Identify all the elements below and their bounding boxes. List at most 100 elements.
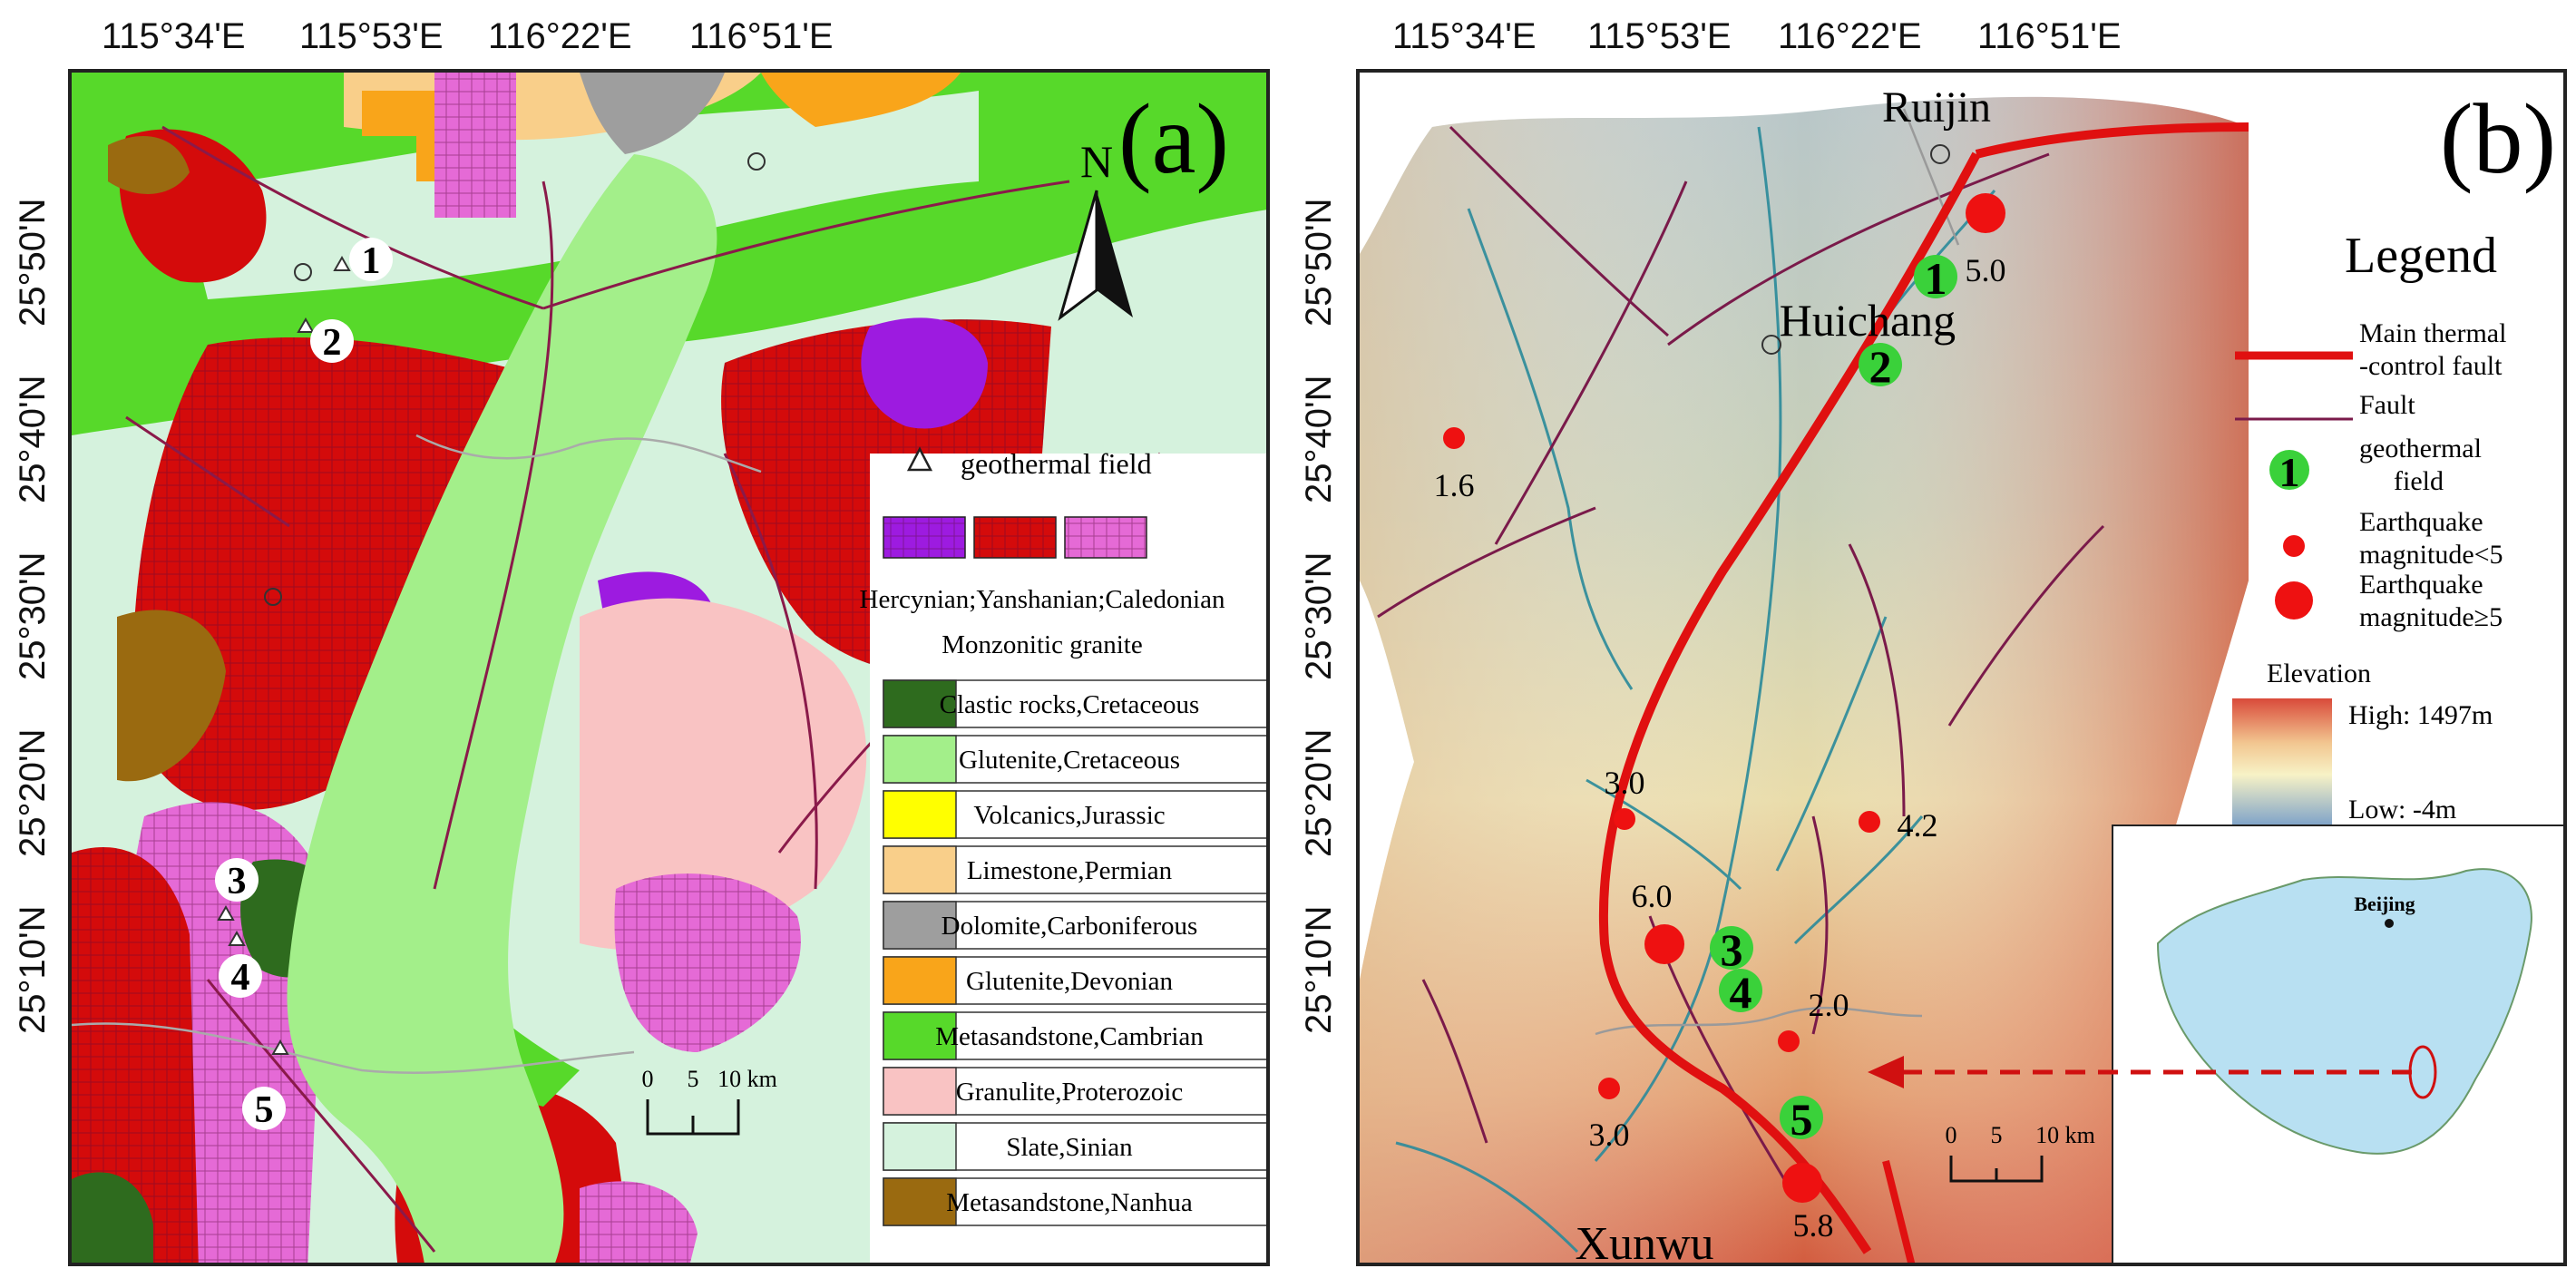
legend-unit-swatch [883,679,957,728]
scale-b-zero: 0 [1946,1122,1957,1148]
city-marker-huichang [1761,335,1781,355]
legend-unit-swatch [883,735,957,784]
city-label-xunwu: Xunwu [1575,1218,1713,1266]
field-label-2: 2 [323,322,342,364]
earthquakes: 5.0 1.6 3.0 4.2 6.0 2.0 3.0 5.8 [1434,193,2006,1244]
field-marker-b-4 [1719,969,1762,1012]
geothermal-triangles-a [217,255,351,1055]
china-inset-map: Beijing [2112,825,2563,1263]
legend-fault-text: Fault [2359,390,2415,420]
geology-map-svg: 1 2 3 4 5 N (a) geothermal field Hercyni… [72,73,1266,1263]
quake-big-6-0 [1644,924,1684,964]
nanhua-west [117,610,226,782]
lon-label-a-3: 116°22'E [488,16,632,56]
hercynian-ne [861,317,988,429]
legend-geothermal-number: 1 [2279,449,2300,495]
legend-unit-label: Metasandstone,Cambrian [935,1022,1204,1051]
quake-small-4-2 [1859,811,1880,833]
lon-label-b-4: 116°51'E [1977,16,2122,56]
field-label-5: 5 [255,1089,274,1131]
scale-zero: 0 [642,1066,654,1092]
legend-unit-label: Granulite,Proterozoic [956,1078,1183,1107]
town-marker-a-3 [747,152,766,171]
legend-unit-label: Metasandstone,Nanhua [946,1188,1193,1217]
scale-b-mid: 5 [1991,1122,2003,1148]
quake-label-4-2: 4.2 [1898,807,1938,844]
legend-unit-label: Glutenite,Cretaceous [959,746,1180,775]
lon-label-b-1: 115°34'E [1392,16,1537,56]
geothermal-fields-b: 1 2 3 4 5 [1710,253,1957,1145]
lat-label-a-5: 25°10'N [13,905,53,1034]
scale-end: 10 km [717,1066,777,1092]
quake-label-5-0: 5.0 [1966,252,2006,288]
field-number-b-5: 5 [1791,1094,1813,1145]
legend-unit-swatch [883,1067,957,1116]
inset-city-beijing: Beijing [2354,893,2415,915]
geothermal-triangle-4 [228,930,246,946]
city-label-huichang: Huichang [1780,295,1956,346]
lon-label-a-1: 115°34'E [102,16,246,56]
legend-geothermal-symbol [2269,450,2309,490]
legend-elevation-ramp [2232,698,2332,825]
legend-triangle-icon [906,446,933,472]
geology-map-panel: 1 2 3 4 5 N (a) geothermal field Hercyni… [68,69,1270,1266]
legend-unit-label: Limestone,Permian [967,856,1173,885]
lon-label-b-2: 115°53'E [1587,16,1732,56]
china-outline [2156,868,2532,1155]
legend-main-fault-text-2: -control fault [2359,351,2503,381]
legend-elevation-high: High: 1497m [2348,700,2493,730]
legend-unit-swatch [883,1177,957,1226]
city-label-ruijin: Ruijin [1882,83,1991,132]
main-thermal-control-fault [1598,151,1981,1254]
legend-unit-swatch [883,790,957,839]
legend-quake-small-text-2: magnitude<5 [2359,540,2503,570]
legend-quake-big-text-2: magnitude≥5 [2359,602,2503,632]
town-marker-a-2 [264,588,282,606]
boundary-lines-b [1595,108,1960,1036]
field-number-b-2: 2 [1869,341,1892,392]
geothermal-triangle-3 [217,904,235,921]
quake-small-1-6 [1443,427,1465,449]
lat-label-b-4: 25°20'N [1299,728,1339,857]
lat-label-a-2: 25°40'N [13,375,53,503]
legend-elevation-title: Elevation [2267,659,2371,688]
quake-label-6-0: 6.0 [1632,878,1673,914]
legend-unit-swatch [883,1011,957,1060]
scale-mid: 5 [688,1066,699,1092]
legend-b: Legend Main thermal -control fault Fault… [2232,228,2506,825]
lat-label-b-2: 25°40'N [1299,375,1339,503]
legend-geothermal-field-text: geothermal field [961,447,1152,480]
quake-small-3-0-north [1614,808,1635,830]
field-number-b-3: 3 [1721,924,1743,975]
scale-bar-b: 0 5 10 km [1946,1122,2095,1183]
field-marker-b-5 [1780,1096,1823,1139]
lon-label-b-3: 116°22'E [1778,16,1922,56]
geothermal-triangle-1 [333,255,351,271]
field-label-4: 4 [231,957,250,999]
field-number-markers-a: 1 2 3 4 5 [215,238,393,1131]
geothermal-triangle-2 [297,317,315,333]
north-arrow: N [1058,136,1133,321]
town-marker-a-1 [294,263,312,281]
field-label-1: 1 [362,240,381,282]
lon-label-a-4: 116°51'E [689,16,834,56]
city-marker-ruijin [1930,144,1950,164]
field-number-b-1: 1 [1925,253,1947,304]
quake-label-3-0-south: 3.0 [1589,1117,1630,1153]
field-marker-b-1 [1914,255,1957,298]
geothermal-triangle-5 [271,1039,289,1055]
lat-label-b-3: 25°30'N [1299,551,1339,680]
legend-unit-label: Volcanics,Jurassic [973,801,1165,830]
legend-granite-type: Monzonitic granite [942,630,1142,659]
legend-quake-big-text-1: Earthquake [2359,570,2483,600]
legend-quake-small-symbol [2283,535,2305,557]
legend-unit-label: Clastic rocks,Cretaceous [940,690,1200,719]
lat-label-a-3: 25°30'N [13,551,53,680]
legend-unit-label: Slate,Sinian [1006,1133,1133,1162]
scale-bar-a: 0 5 10 km [642,1066,777,1136]
field-number-b-4: 4 [1730,967,1752,1018]
legend-elevation-low: Low: -4m [2348,795,2456,825]
quake-label-5-8: 5.8 [1793,1207,1834,1244]
panel-b-label: (b) [2440,83,2556,194]
elevation-map-panel: Ruijin Huichang Xunwu 5.0 1.6 3.0 4.2 6.… [1356,69,2567,1266]
